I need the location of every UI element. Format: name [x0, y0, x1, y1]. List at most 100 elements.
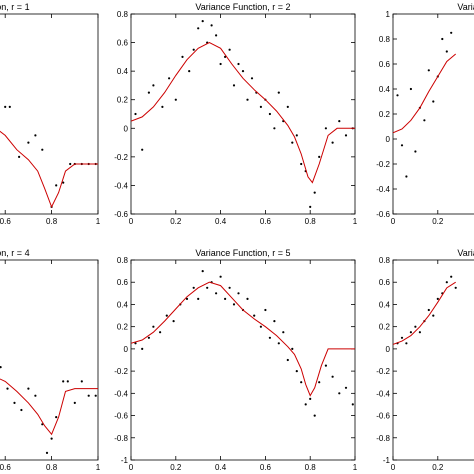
y-tick-label: 0.8 — [379, 256, 391, 265]
data-point — [259, 105, 262, 108]
x-tick-label: 1 — [96, 217, 101, 226]
y-tick-label: 0.2 — [379, 110, 391, 119]
fitted-variance-line — [131, 281, 355, 397]
x-tick-label: 0.8 — [46, 217, 58, 226]
data-point — [313, 191, 316, 194]
data-point — [268, 112, 271, 116]
data-point — [268, 336, 271, 339]
y-tick-label: -0.4 — [376, 185, 390, 194]
data-point — [400, 336, 404, 339]
data-point — [174, 98, 177, 101]
chart-title: Variance Function, r = 5 — [195, 248, 290, 258]
data-point — [185, 297, 189, 300]
data-point — [344, 134, 348, 137]
axes-frame — [130, 13, 356, 215]
y-tick-label: 0 — [386, 345, 391, 354]
data-point — [18, 155, 21, 158]
data-point — [432, 100, 435, 103]
data-point — [6, 387, 9, 390]
plot-area — [393, 275, 457, 345]
data-point — [197, 27, 200, 30]
data-point — [13, 401, 16, 404]
x-tick-label: 0.2 — [432, 463, 444, 472]
axes-frame — [0, 259, 99, 461]
y-tick-label: 0.8 — [117, 10, 129, 19]
data-point — [20, 408, 23, 412]
data-point — [300, 162, 303, 166]
y-tick-label: -1 — [383, 456, 391, 465]
y-tick-label: 0.8 — [117, 256, 129, 265]
data-point — [219, 62, 222, 66]
data-point — [250, 77, 254, 80]
x-tick-label: 0.2 — [170, 463, 182, 472]
data-point — [427, 308, 430, 312]
data-point — [181, 55, 184, 59]
chart-title: Variance Function, r = 6 — [457, 248, 474, 258]
axes-frame — [130, 259, 356, 461]
data-point — [405, 342, 408, 345]
data-point — [69, 162, 72, 166]
data-point — [8, 105, 11, 108]
y-tick-label: 0.4 — [379, 300, 391, 309]
data-point — [304, 403, 307, 406]
data-point — [427, 69, 430, 72]
data-point — [241, 70, 245, 73]
plot-area — [131, 20, 355, 208]
data-point — [55, 416, 58, 419]
data-point — [0, 366, 2, 369]
y-tick-label: 0 — [386, 135, 391, 144]
x-tick-label: 0.6 — [260, 463, 272, 472]
data-point — [432, 314, 435, 317]
x-tick-label: 0.4 — [215, 463, 227, 472]
panel-2: Variance Function, r = 2 -0.6 -0.4 -0.2 0 0.2… — [114, 2, 358, 226]
data-point — [277, 342, 280, 345]
data-point — [192, 286, 195, 289]
data-point — [141, 148, 144, 151]
data-point — [441, 37, 444, 41]
data-point — [66, 380, 69, 383]
panel-5: Variance Function, r = 5 -1 -0.8 -0.6 -0.4 -0… — [114, 248, 358, 472]
data-point — [400, 144, 404, 147]
x-tick-label: 0.8 — [305, 463, 317, 472]
data-point — [291, 347, 294, 350]
data-point — [309, 205, 312, 208]
data-point — [264, 308, 267, 312]
data-point — [55, 184, 58, 187]
data-point — [188, 70, 191, 73]
x-tick-label: 1 — [353, 463, 358, 472]
y-tick-label: -0.6 — [376, 210, 390, 219]
axes-frame — [392, 259, 474, 461]
data-point — [27, 387, 30, 390]
data-point — [228, 48, 231, 51]
data-point — [215, 34, 218, 37]
data-point — [147, 336, 150, 339]
y-tick-label: -0.4 — [114, 389, 128, 398]
panel-1: Variance Function, r = 1 0.6 0.8 1 — [0, 2, 101, 226]
data-point — [338, 120, 341, 123]
data-point — [246, 98, 249, 101]
x-tick-label: 0.6 — [0, 463, 11, 472]
data-point — [201, 20, 204, 23]
data-point — [259, 325, 262, 328]
data-point — [324, 364, 327, 367]
x-tick-label: 0 — [129, 463, 134, 472]
y-tick-label: -0.8 — [376, 434, 390, 443]
y-tick-label: 1 — [386, 10, 391, 19]
x-tick-label: 0.8 — [46, 463, 58, 472]
x-tick-label: 0.6 — [0, 217, 11, 226]
y-tick-label: -0.4 — [376, 389, 390, 398]
y-tick-label: 0.2 — [379, 323, 391, 332]
data-point — [277, 91, 280, 94]
y-tick-label: -0.6 — [114, 210, 128, 219]
data-point — [318, 155, 321, 158]
data-point — [210, 24, 213, 27]
data-point — [237, 292, 240, 295]
fitted-variance-line — [0, 130, 98, 209]
data-point — [4, 105, 7, 108]
y-tick-label: 0.6 — [117, 39, 129, 48]
chart-title: Variance Function, r = 1 — [0, 2, 30, 12]
data-point — [409, 87, 412, 91]
x-tick-label: 0.2 — [432, 217, 444, 226]
x-tick-label: 0.8 — [305, 217, 317, 226]
